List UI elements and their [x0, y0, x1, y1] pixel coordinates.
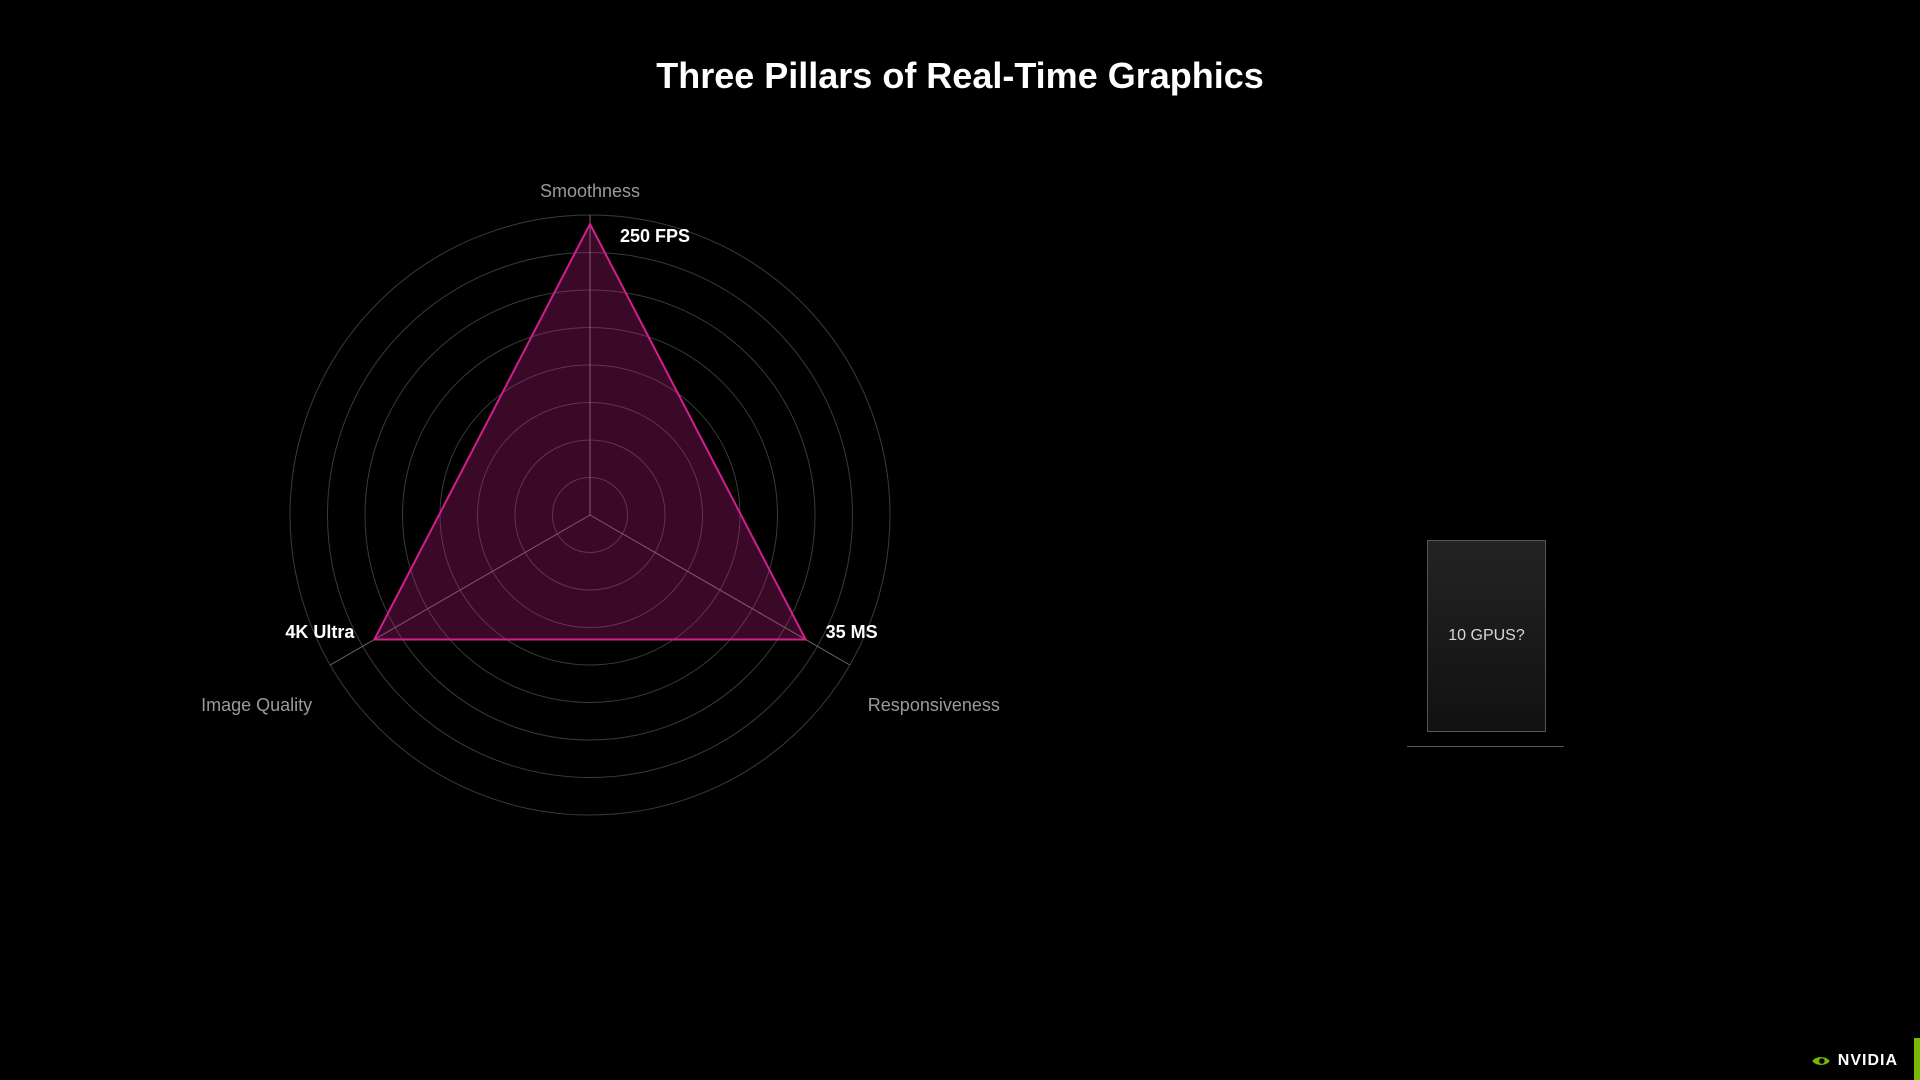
value-label: 35 MS [826, 622, 878, 643]
radar-chart: Smoothness250 FPSResponsiveness35 MSImag… [270, 195, 910, 835]
brand-text: NVIDIA [1838, 1052, 1898, 1070]
nvidia-eye-icon [1810, 1054, 1832, 1068]
value-label: 250 FPS [620, 226, 690, 247]
radar-svg [270, 195, 910, 835]
brand-accent-bar [1914, 1038, 1920, 1080]
axis-label: Image Quality [201, 695, 312, 716]
page-title: Three Pillars of Real-Time Graphics [0, 55, 1920, 97]
axis-label: Responsiveness [868, 695, 1000, 716]
gpu-callout-box: 10 GPUS? [1427, 540, 1546, 732]
value-label: 4K Ultra [285, 622, 354, 643]
gpu-callout-baseline [1407, 746, 1564, 747]
brand-logo: NVIDIA [1810, 1052, 1898, 1070]
axis-label: Smoothness [540, 181, 640, 202]
gpu-callout-label: 10 GPUS? [1448, 627, 1524, 645]
